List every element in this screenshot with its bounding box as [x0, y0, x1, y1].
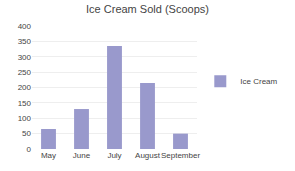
- svg-text:July: July: [107, 151, 121, 160]
- svg-text:100: 100: [18, 114, 32, 123]
- svg-text:250: 250: [18, 68, 32, 77]
- svg-text:150: 150: [18, 99, 32, 108]
- svg-text:August: August: [135, 151, 161, 160]
- svg-text:50: 50: [22, 129, 31, 138]
- svg-text:300: 300: [18, 53, 32, 62]
- svg-text:May: May: [41, 151, 56, 160]
- svg-text:Ice Cream: Ice Cream: [240, 77, 277, 86]
- svg-text:400: 400: [18, 22, 32, 31]
- svg-text:Ice Cream Sold (Scoops): Ice Cream Sold (Scoops): [86, 3, 209, 15]
- svg-text:200: 200: [18, 83, 32, 92]
- svg-text:0: 0: [27, 145, 32, 154]
- svg-text:350: 350: [18, 37, 32, 46]
- svg-text:September: September: [161, 151, 200, 160]
- svg-text:June: June: [73, 151, 91, 160]
